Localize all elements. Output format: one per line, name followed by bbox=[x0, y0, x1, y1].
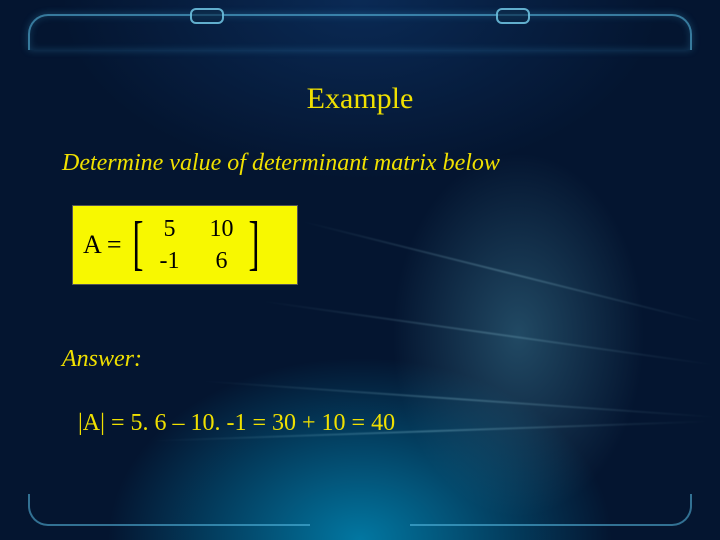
light-streak bbox=[260, 300, 716, 366]
light-streak bbox=[300, 220, 708, 324]
frame-clip-right bbox=[496, 8, 530, 24]
matrix-label: A = bbox=[73, 230, 128, 260]
matrix-grid: 5 10 -1 6 bbox=[150, 214, 242, 276]
frame-bottom-right bbox=[410, 494, 692, 526]
matrix-block: A = [ 5 10 -1 6 ] bbox=[72, 205, 298, 285]
matrix-cell: -1 bbox=[150, 248, 190, 275]
matrix-cell: 5 bbox=[150, 216, 190, 243]
matrix-cell: 6 bbox=[202, 248, 242, 275]
bracket-right-icon: ] bbox=[248, 213, 259, 273]
slide: Example Determine value of determinant m… bbox=[0, 0, 720, 540]
answer-line: |A| = 5. 6 – 10. -1 = 30 + 10 = 40 bbox=[78, 410, 395, 437]
frame-top bbox=[28, 14, 692, 50]
problem-statement: Determine value of determinant matrix be… bbox=[62, 150, 670, 177]
frame-clip-left bbox=[190, 8, 224, 24]
slide-title: Example bbox=[0, 82, 720, 116]
frame-bottom-left bbox=[28, 494, 310, 526]
bracket-left-icon: [ bbox=[132, 213, 143, 273]
answer-label: Answer: bbox=[62, 346, 142, 373]
matrix-cell: 10 bbox=[202, 216, 242, 243]
